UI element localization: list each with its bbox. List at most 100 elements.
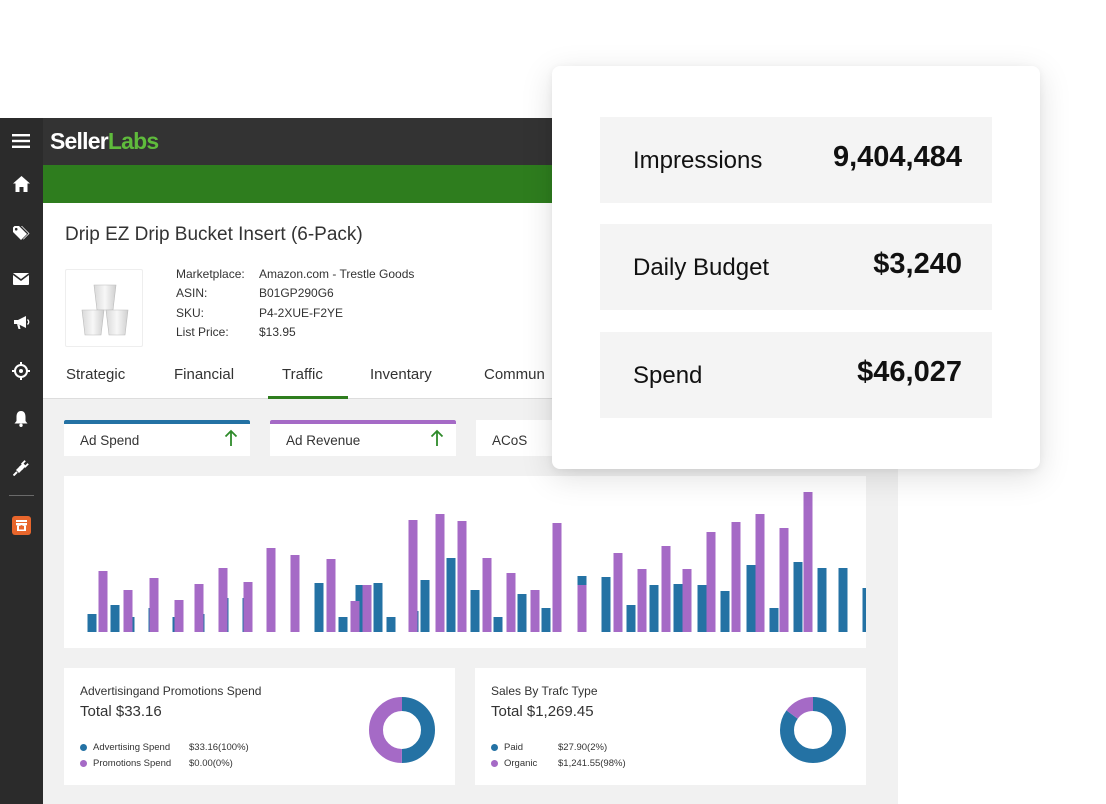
legend-value: $0.00(0%) <box>189 758 233 769</box>
menu-icon[interactable] <box>11 131 31 151</box>
ad-revenue-bar <box>482 558 492 632</box>
legend-row: Paid $27.90(2%) <box>491 742 607 753</box>
ad-spend-bar <box>386 617 396 632</box>
traffic-panel: Ad Spend Ad Revenue ACoS Advertisingand … <box>43 399 898 804</box>
ad-revenue-bar <box>682 569 692 632</box>
ad-revenue-bar <box>552 523 562 632</box>
mail-icon[interactable] <box>11 269 31 289</box>
sidebar-divider <box>9 495 34 496</box>
ad-spend-bar <box>838 568 848 632</box>
tab-financial[interactable]: Financial <box>174 366 235 383</box>
metric-card-ad-revenue[interactable]: Ad Revenue <box>270 420 456 456</box>
seller-labs-logo[interactable]: SellerLabs <box>50 128 159 154</box>
marketplace-value: Amazon.com - Trestle Goods <box>259 267 415 281</box>
ad-revenue-bar <box>613 553 623 632</box>
ad-revenue-bar <box>362 585 372 632</box>
legend-name: Promotions Spend <box>93 758 172 769</box>
ad-spend-bar <box>470 590 480 632</box>
spend-stat: Spend $46,027 <box>600 332 992 418</box>
metric-card-ad-spend[interactable]: Ad Spend <box>64 420 250 456</box>
daily-budget-stat: Daily Budget $3,240 <box>600 224 992 310</box>
legend-value: $27.90(2%) <box>558 742 608 753</box>
donut-slice <box>780 697 846 763</box>
tab-inventary[interactable]: Inventary <box>370 366 432 383</box>
ad-revenue-bar <box>350 601 360 632</box>
stat-label: Impressions <box>633 147 763 174</box>
panel-title: Advertisingand Promotions Spend <box>80 684 262 698</box>
ad-revenue-bar <box>290 555 300 632</box>
ad-spend-bar <box>601 577 611 632</box>
marketplace-label: Marketplace: <box>176 267 245 281</box>
legend-row: Advertising Spend $33.16(100%) <box>80 742 249 753</box>
ad-spend-bar <box>673 584 683 632</box>
ad-revenue-bar <box>577 585 587 632</box>
main-content: Drip EZ Drip Bucket Insert (6-Pack) Mark… <box>43 203 898 804</box>
home-icon[interactable] <box>11 174 31 194</box>
ad-spend-bar <box>697 585 707 632</box>
ad-revenue-bar <box>194 584 204 632</box>
crosshair-icon[interactable] <box>11 361 31 381</box>
panel-total: Total $1,269.45 <box>491 703 594 720</box>
tab-strategic[interactable]: Strategic <box>66 366 126 383</box>
ad-revenue-bar <box>779 528 789 632</box>
legend-row: Organic $1,241.55(98%) <box>491 758 626 769</box>
store-icon[interactable] <box>11 515 31 535</box>
traffic-sales-panel: Sales By Trafc Type Total $1,269.45 Paid… <box>475 668 866 785</box>
metric-color-bar <box>64 420 250 424</box>
bar-chart <box>87 492 866 632</box>
promotions-spend-panel: Advertisingand Promotions Spend Total $3… <box>64 668 455 785</box>
tab-traffic[interactable]: Traffic <box>282 366 323 383</box>
stat-label: Daily Budget <box>633 254 770 281</box>
legend-dot <box>491 744 498 751</box>
ad-revenue-bar <box>803 492 813 632</box>
ad-spend-bar <box>769 608 779 632</box>
metric-label: Ad Spend <box>80 433 140 448</box>
ad-spend-bar <box>541 608 551 632</box>
asin-label: ASIN: <box>176 286 208 300</box>
ad-spend-bar <box>817 568 827 632</box>
list-price-label: List Price: <box>176 325 229 339</box>
legend-name: Paid <box>504 742 524 753</box>
product-image <box>65 269 143 347</box>
active-tab-indicator <box>268 396 348 399</box>
legend-dot <box>80 744 87 751</box>
promotions-donut-chart <box>369 697 435 763</box>
metric-label: Ad Revenue <box>286 433 361 448</box>
product-title: Drip EZ Drip Bucket Insert (6-Pack) <box>65 224 363 245</box>
legend-value: $33.16(100%) <box>189 742 249 753</box>
megaphone-icon[interactable] <box>11 313 31 333</box>
ad-revenue-bar <box>706 532 716 632</box>
ad-spend-bar <box>373 583 383 632</box>
traffic-donut-chart <box>780 697 846 763</box>
ad-spend-bar <box>746 565 756 632</box>
ad-spend-bar <box>493 617 503 632</box>
ad-revenue-bar <box>326 559 336 632</box>
legend-name: Organic <box>504 758 538 769</box>
ad-revenue-bar <box>243 582 253 632</box>
legend-name: Advertising Spend <box>93 742 171 753</box>
trend-up-icon <box>430 429 444 446</box>
ad-spend-bar <box>338 617 348 632</box>
stat-value: 9,404,484 <box>832 141 962 173</box>
tabs-divider <box>43 398 898 399</box>
ad-revenue-bar <box>755 514 765 632</box>
ad-spend-bar <box>420 580 430 632</box>
panel-title: Sales By Trafc Type <box>491 684 598 698</box>
bell-icon[interactable] <box>11 409 31 429</box>
ad-spend-bar <box>355 585 365 632</box>
ad-spend-bar <box>862 588 866 632</box>
stat-value: $3,240 <box>873 248 962 280</box>
legend-dot <box>491 760 498 767</box>
panel-total: Total $33.16 <box>80 703 162 720</box>
donut-slice <box>369 697 435 763</box>
ad-revenue-bar <box>435 514 445 632</box>
ad-spend-bar <box>517 594 527 632</box>
tag-icon[interactable] <box>11 223 31 243</box>
asin-value: B01GP290G6 <box>259 286 334 300</box>
ad-revenue-bar <box>661 546 671 632</box>
sidebar <box>0 118 43 804</box>
plug-icon[interactable] <box>11 457 31 477</box>
ad-revenue-bar <box>731 522 741 632</box>
tab-communication[interactable]: Commun <box>484 366 545 383</box>
campaign-stats-card: Impressions 9,404,484 Daily Budget $3,24… <box>552 66 1040 469</box>
